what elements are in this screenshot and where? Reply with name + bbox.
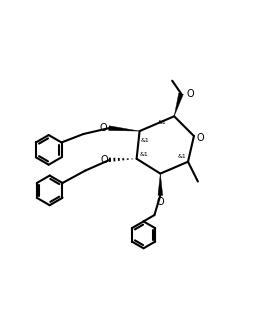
Text: &1: &1	[177, 154, 186, 159]
Text: O: O	[100, 123, 107, 133]
Text: O: O	[196, 133, 203, 143]
Polygon shape	[173, 93, 183, 116]
Text: O: O	[156, 197, 164, 207]
Text: &1: &1	[157, 120, 166, 125]
Polygon shape	[157, 174, 162, 195]
Polygon shape	[108, 126, 139, 131]
Text: &1: &1	[140, 138, 149, 143]
Text: O: O	[101, 155, 108, 165]
Text: &1: &1	[139, 152, 148, 157]
Text: O: O	[185, 89, 193, 99]
